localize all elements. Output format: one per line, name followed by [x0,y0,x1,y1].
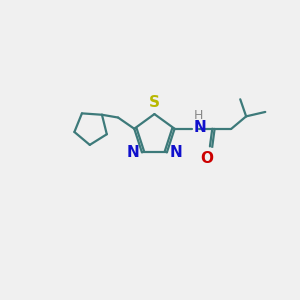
Text: N: N [169,145,182,160]
Text: S: S [149,95,160,110]
Text: O: O [200,151,214,166]
Text: N: N [127,145,140,160]
Text: H: H [194,109,203,122]
Text: N: N [194,120,206,135]
